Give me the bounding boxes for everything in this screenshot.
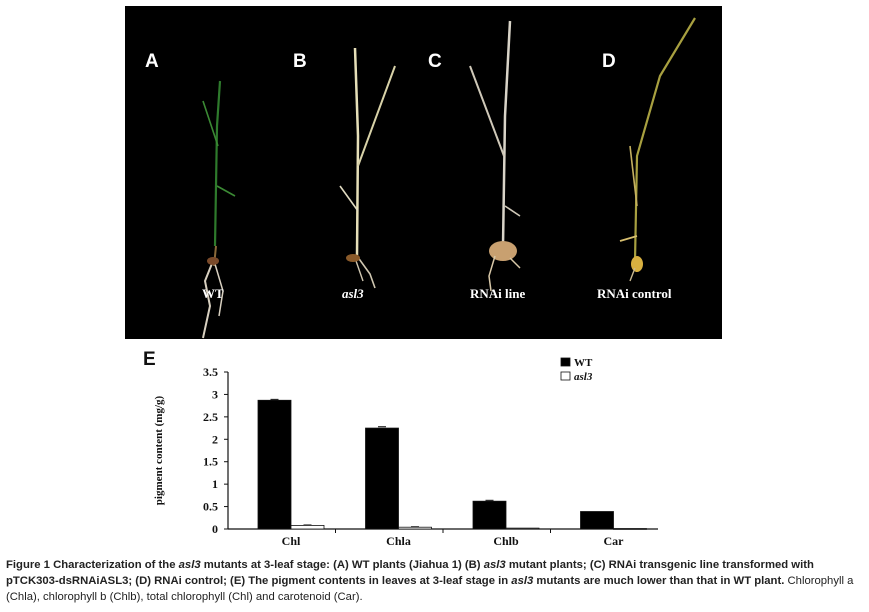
legend-label-asl3: asl3: [574, 371, 593, 383]
bar-asl3: [398, 526, 432, 530]
y-tick-label: 2: [212, 432, 218, 446]
bar-asl3: [613, 528, 647, 530]
figure-caption: Figure 1 Characterization of the asl3 mu…: [6, 557, 864, 605]
bar-wt: [257, 399, 292, 530]
legend-label-wt: WT: [574, 357, 593, 369]
x-tick-label: Chla: [386, 534, 411, 548]
panel-letter-a: A: [145, 51, 159, 72]
plant-asl3-image: [339, 47, 396, 289]
plant-wt-image: [202, 80, 236, 339]
plant-label-rnai-control: RNAi control: [597, 286, 672, 301]
bar-wt: [580, 511, 614, 530]
caption-plain: Chlorophyll a (Chla), chlorophyll b (Chl…: [6, 575, 854, 603]
x-tick-label: Chlb: [493, 534, 519, 548]
x-tick-label: Chl: [282, 534, 301, 548]
plant-label-wt: WT: [202, 286, 224, 301]
panel-letter-d: D: [602, 51, 616, 72]
y-tick-label: 1.5: [203, 455, 218, 469]
y-tick-label: 0: [212, 522, 218, 536]
bar-wt: [472, 500, 507, 530]
plant-photo-panel: A B C D WT asl3 RNAi line RNAi control: [125, 6, 722, 339]
bar-asl3: [505, 527, 540, 530]
bar-asl3: [290, 525, 325, 530]
plant-rnai-line-image: [469, 20, 521, 292]
panel-letter-b: B: [293, 51, 307, 72]
y-tick-label: 2.5: [203, 410, 218, 424]
pigment-bar-chart: 0 0.5 1 1.5 2 2.5 3 3.5 pigment content (mg/g) Ch…: [153, 357, 658, 548]
plant-photos: [202, 17, 696, 339]
bar-wt: [365, 427, 399, 530]
y-tick-label: 0.5: [203, 500, 218, 514]
y-tick-label: 3: [212, 387, 218, 401]
panel-letter-e: E: [143, 349, 156, 370]
plant-label-rnai-line: RNAi line: [470, 286, 526, 301]
y-tick-label: 1: [212, 477, 218, 491]
legend-swatch-asl3: [560, 371, 571, 381]
plant-rnai-control-image: [619, 17, 696, 282]
panel-letter-c: C: [428, 51, 442, 72]
caption-bold: Figure 1 Characterization of the asl3 mu…: [6, 559, 814, 587]
x-tick-label: Car: [604, 534, 625, 548]
legend-swatch-wt: [560, 357, 571, 367]
y-tick-label: 3.5: [203, 365, 218, 379]
plant-label-asl3: asl3: [342, 286, 364, 301]
y-axis-label: pigment content (mg/g): [153, 395, 165, 505]
